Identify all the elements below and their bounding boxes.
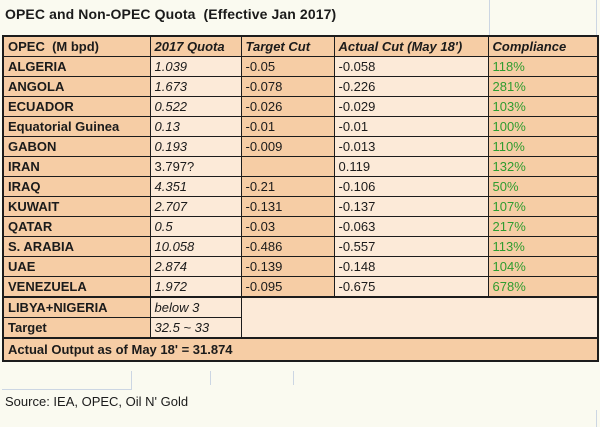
column-header-target-cut: Target Cut bbox=[240, 35, 335, 57]
column-header-opec: OPEC (M bpd) bbox=[2, 35, 151, 57]
quota-cell: 2.874 bbox=[149, 256, 242, 277]
target-cut-cell: -0.131 bbox=[240, 196, 335, 217]
country-cell: IRAQ bbox=[2, 176, 151, 197]
target-cut-cell: -0.139 bbox=[240, 256, 335, 277]
actual-output-row: Actual Output as of May 18' = 31.874 bbox=[2, 337, 599, 362]
sheet-gridline bbox=[596, 410, 597, 427]
target-cut-cell: -0.486 bbox=[240, 236, 335, 257]
actual-cut-cell: -0.675 bbox=[333, 276, 489, 298]
target-cut-cell: -0.03 bbox=[240, 216, 335, 237]
quota-cell: 1.673 bbox=[149, 76, 242, 97]
compliance-cell: 50% bbox=[487, 176, 599, 197]
quota-cell: 0.522 bbox=[149, 96, 242, 117]
compliance-cell: 678% bbox=[487, 276, 599, 298]
compliance-cell: 281% bbox=[487, 76, 599, 97]
country-cell: UAE bbox=[2, 256, 151, 277]
actual-cut-cell: -0.058 bbox=[333, 56, 489, 77]
quota-cell: 0.193 bbox=[149, 136, 242, 157]
country-cell: S. ARABIA bbox=[2, 236, 151, 257]
compliance-cell: 103% bbox=[487, 96, 599, 117]
target-cut-cell: -0.05 bbox=[240, 56, 335, 77]
sheet-gridline bbox=[131, 371, 132, 389]
quota-cell: 10.058 bbox=[149, 236, 242, 257]
compliance-cell: 107% bbox=[487, 196, 599, 217]
actual-cut-cell: -0.063 bbox=[333, 216, 489, 237]
target-row: Target 32.5 ~ 33 bbox=[2, 317, 598, 339]
target-label-cell: Target bbox=[2, 317, 151, 339]
table-row: GABON 0.193 -0.009 -0.013 110% bbox=[2, 136, 599, 157]
sheet-gridline bbox=[293, 371, 294, 385]
compliance-cell: 118% bbox=[487, 56, 599, 77]
target-cut-cell bbox=[240, 156, 335, 177]
quota-cell: 4.351 bbox=[149, 176, 242, 197]
page-title: OPEC and Non-OPEC Quota (Effective Jan 2… bbox=[5, 6, 337, 22]
column-header-actual-cut: Actual Cut (May 18') bbox=[333, 35, 489, 57]
quota-cell: 0.5 bbox=[149, 216, 242, 237]
libya-nigeria-row: LIBYA+NIGERIA below 3 bbox=[2, 296, 599, 339]
target-value-cell: 32.5 ~ 33 bbox=[149, 317, 242, 339]
column-header-compliance: Compliance bbox=[487, 35, 599, 57]
country-cell: QATAR bbox=[2, 216, 151, 237]
actual-output-cell: Actual Output as of May 18' = 31.874 bbox=[2, 337, 599, 362]
table-row: ANGOLA 1.673 -0.078 -0.226 281% bbox=[2, 76, 599, 97]
country-cell: IRAN bbox=[2, 156, 151, 177]
table-row: QATAR 0.5 -0.03 -0.063 217% bbox=[2, 216, 599, 237]
table-row: VENEZUELA 1.972 -0.095 -0.675 678% bbox=[2, 276, 599, 298]
table-row: UAE 2.874 -0.139 -0.148 104% bbox=[2, 256, 599, 277]
table-row: ECUADOR 0.522 -0.026 -0.029 103% bbox=[2, 96, 599, 117]
target-cut-cell: -0.009 bbox=[240, 136, 335, 157]
table-row: KUWAIT 2.707 -0.131 -0.137 107% bbox=[2, 196, 599, 217]
target-cut-cell: -0.01 bbox=[240, 116, 335, 137]
country-cell: KUWAIT bbox=[2, 196, 151, 217]
actual-cut-cell: -0.029 bbox=[333, 96, 489, 117]
column-header-2017-quota: 2017 Quota bbox=[149, 35, 242, 57]
empty-merged-cell bbox=[240, 296, 599, 339]
actual-cut-cell: -0.013 bbox=[333, 136, 489, 157]
target-cut-cell: -0.21 bbox=[240, 176, 335, 197]
compliance-cell: 217% bbox=[487, 216, 599, 237]
compliance-cell: 132% bbox=[487, 156, 599, 177]
target-cut-cell: -0.095 bbox=[240, 276, 335, 298]
sheet-gridline bbox=[596, 0, 597, 35]
compliance-cell: 113% bbox=[487, 236, 599, 257]
quota-cell: 1.039 bbox=[149, 56, 242, 77]
header-row: OPEC (M bpd) 2017 Quota Target Cut Actua… bbox=[2, 35, 599, 57]
source-note: Source: IEA, OPEC, Oil N' Gold bbox=[5, 394, 189, 409]
sheet-gridline bbox=[2, 389, 132, 390]
sheet-gridline bbox=[489, 0, 490, 35]
country-cell: VENEZUELA bbox=[2, 276, 151, 298]
quota-cell: 1.972 bbox=[149, 276, 242, 298]
country-cell: ECUADOR bbox=[2, 96, 151, 117]
actual-cut-cell: -0.106 bbox=[333, 176, 489, 197]
quota-cell: 2.707 bbox=[149, 196, 242, 217]
actual-cut-cell: -0.137 bbox=[333, 196, 489, 217]
actual-cut-cell: -0.01 bbox=[333, 116, 489, 137]
compliance-cell: 110% bbox=[487, 136, 599, 157]
table-row: IRAQ 4.351 -0.21 -0.106 50% bbox=[2, 176, 599, 197]
opec-quota-table: OPEC (M bpd) 2017 Quota Target Cut Actua… bbox=[2, 35, 599, 362]
table-row: IRAN 3.797? 0.119 132% bbox=[2, 156, 599, 177]
target-cut-cell: -0.026 bbox=[240, 96, 335, 117]
quota-cell: 3.797? bbox=[149, 156, 242, 177]
country-cell: ALGERIA bbox=[2, 56, 151, 77]
table-row: S. ARABIA 10.058 -0.486 -0.557 113% bbox=[2, 236, 599, 257]
actual-cut-cell: -0.557 bbox=[333, 236, 489, 257]
table-footer: LIBYA+NIGERIA below 3 Target 32.5 ~ 33 A… bbox=[2, 296, 599, 362]
compliance-cell: 100% bbox=[487, 116, 599, 137]
sheet-gridline bbox=[210, 371, 211, 385]
actual-cut-cell: 0.119 bbox=[333, 156, 489, 177]
quota-cell: 0.13 bbox=[149, 116, 242, 137]
actual-cut-cell: -0.226 bbox=[333, 76, 489, 97]
country-cell: ANGOLA bbox=[2, 76, 151, 97]
country-cell: LIBYA+NIGERIA bbox=[2, 296, 151, 318]
country-cell: Equatorial Guinea bbox=[2, 116, 151, 137]
quota-cell: below 3 bbox=[149, 296, 242, 318]
table-row: Equatorial Guinea 0.13 -0.01 -0.01 100% bbox=[2, 116, 599, 137]
country-cell: GABON bbox=[2, 136, 151, 157]
actual-cut-cell: -0.148 bbox=[333, 256, 489, 277]
target-cut-cell: -0.078 bbox=[240, 76, 335, 97]
compliance-cell: 104% bbox=[487, 256, 599, 277]
table-row: ALGERIA 1.039 -0.05 -0.058 118% bbox=[2, 56, 599, 77]
table-body: ALGERIA 1.039 -0.05 -0.058 118% ANGOLA 1.673 -0… bbox=[2, 56, 599, 298]
